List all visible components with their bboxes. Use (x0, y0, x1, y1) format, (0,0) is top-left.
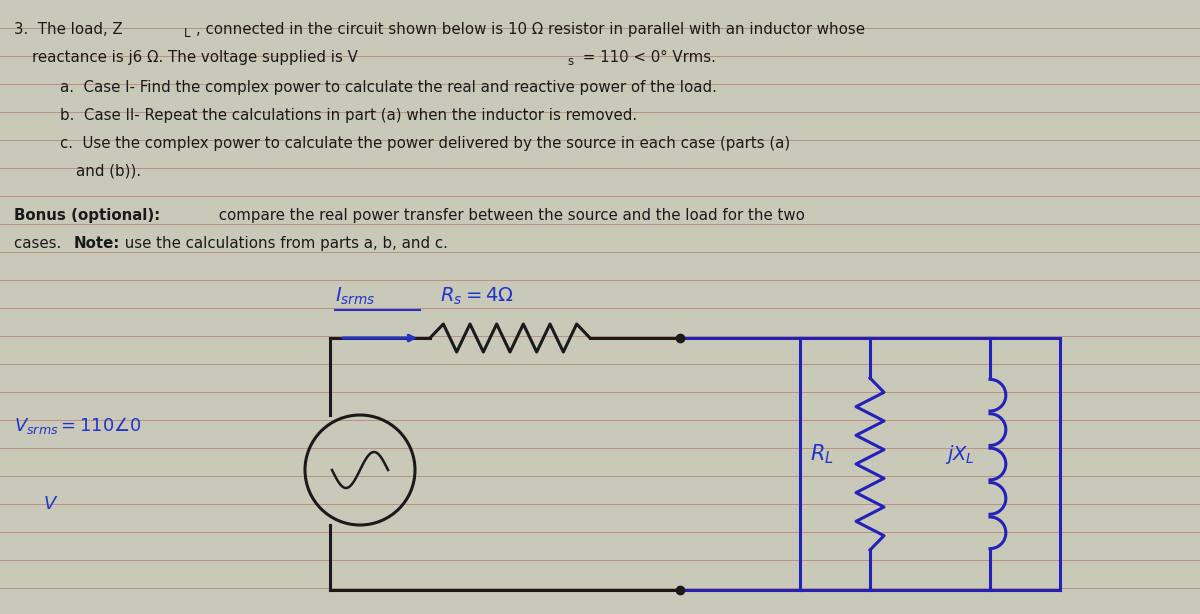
Text: 3.  The load, Z: 3. The load, Z (14, 22, 122, 37)
Text: Bonus (optional):: Bonus (optional): (14, 208, 160, 223)
Text: use the calculations from parts a, b, and c.: use the calculations from parts a, b, an… (120, 236, 448, 251)
Text: b.  Case II- Repeat the calculations in part (a) when the inductor is removed.: b. Case II- Repeat the calculations in p… (60, 108, 637, 123)
Text: = 110 < 0° Vrms.: = 110 < 0° Vrms. (578, 50, 716, 65)
Text: $\mathit{V_{srms} = 110\angle 0}$: $\mathit{V_{srms} = 110\angle 0}$ (14, 415, 142, 436)
Text: s: s (568, 55, 574, 68)
Text: compare the real power transfer between the source and the load for the two: compare the real power transfer between … (214, 208, 805, 223)
Text: c.  Use the complex power to calculate the power delivered by the source in each: c. Use the complex power to calculate th… (60, 136, 791, 151)
Text: $\mathit{I_{srms}}$: $\mathit{I_{srms}}$ (335, 286, 376, 307)
Text: and (b)).: and (b)). (76, 164, 142, 179)
Text: , connected in the circuit shown below is 10 Ω resistor in parallel with an indu: , connected in the circuit shown below i… (196, 22, 865, 37)
Text: $\mathit{V}$: $\mathit{V}$ (43, 495, 59, 513)
Text: cases.: cases. (14, 236, 66, 251)
Text: $\mathit{R_s = 4\Omega}$: $\mathit{R_s = 4\Omega}$ (440, 286, 514, 307)
Text: L: L (184, 27, 191, 40)
Text: reactance is j6 Ω. The voltage supplied is V: reactance is j6 Ω. The voltage supplied … (32, 50, 358, 65)
Text: $\mathit{R_L}$: $\mathit{R_L}$ (810, 442, 834, 466)
Text: Note:: Note: (74, 236, 120, 251)
Text: $\mathit{jX_L}$: $\mathit{jX_L}$ (946, 443, 974, 465)
Text: a.  Case I- Find the complex power to calculate the real and reactive power of t: a. Case I- Find the complex power to cal… (60, 80, 716, 95)
